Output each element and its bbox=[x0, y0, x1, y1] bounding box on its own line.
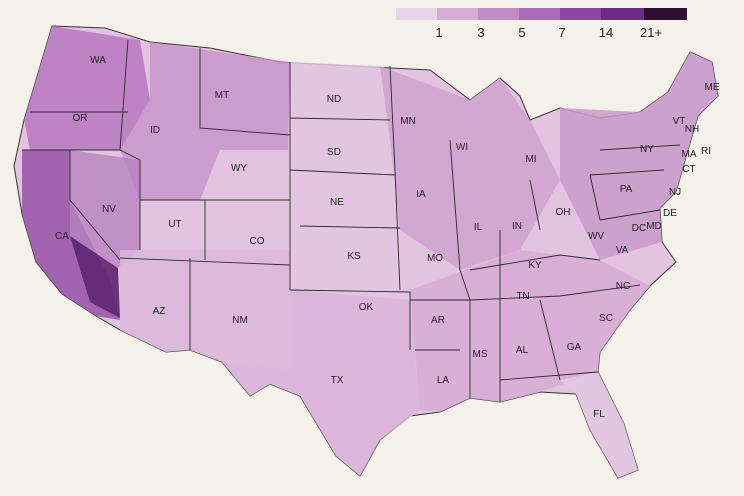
border-line bbox=[289, 289, 411, 350]
state-label: UT bbox=[168, 219, 181, 230]
legend-swatch bbox=[519, 8, 560, 20]
state-label: MT bbox=[215, 90, 229, 101]
state-label: MN bbox=[400, 116, 416, 127]
state-label: PA bbox=[620, 184, 633, 195]
state-label: NJ bbox=[669, 187, 681, 198]
state-label: IN bbox=[512, 221, 522, 232]
state-label: VA bbox=[616, 245, 629, 256]
state-label: NM bbox=[232, 315, 248, 326]
state-label: NH bbox=[685, 124, 699, 135]
state-label: CT bbox=[682, 164, 695, 175]
state-label: MO bbox=[427, 253, 443, 264]
border-line bbox=[69, 150, 121, 261]
legend-swatch bbox=[478, 8, 519, 20]
state-label: KS bbox=[347, 251, 361, 262]
state-label: MA bbox=[682, 149, 697, 160]
border-line bbox=[589, 169, 665, 176]
state-label: NE bbox=[330, 197, 344, 208]
florida-region bbox=[560, 372, 638, 478]
state-label: IL bbox=[474, 222, 483, 233]
state-label: WA bbox=[90, 55, 106, 66]
legend-tick-label: 5 bbox=[518, 25, 525, 40]
state-label: NC bbox=[616, 281, 630, 292]
state-label: GA bbox=[567, 342, 582, 353]
legend-tick-label: 14 bbox=[599, 25, 613, 40]
county-shading bbox=[22, 26, 718, 478]
border-line bbox=[449, 139, 471, 301]
border-line bbox=[539, 299, 561, 381]
border-line bbox=[119, 39, 141, 250]
state-label: OH bbox=[556, 207, 571, 218]
legend-tick-label: 3 bbox=[477, 25, 484, 40]
border-line bbox=[499, 371, 599, 381]
state-label: NY bbox=[640, 144, 654, 155]
state-label: MD bbox=[646, 221, 662, 232]
texas-region bbox=[222, 290, 420, 476]
nevada-region bbox=[70, 150, 140, 268]
state-label: DC bbox=[632, 223, 646, 234]
state-label: FL bbox=[593, 409, 605, 420]
legend-tick-label: 7 bbox=[558, 25, 565, 40]
southwest-region bbox=[120, 250, 290, 370]
southern-california-region bbox=[70, 236, 120, 318]
great-plains-region bbox=[290, 62, 400, 290]
state-label: WY bbox=[231, 163, 247, 174]
state-label: ID bbox=[150, 125, 160, 136]
border-line bbox=[299, 225, 401, 229]
border-line bbox=[289, 117, 391, 121]
border-line bbox=[119, 257, 291, 266]
border-line bbox=[529, 179, 541, 231]
midwest-region bbox=[380, 66, 560, 270]
state-label: SD bbox=[327, 147, 341, 158]
state-label: MS bbox=[473, 349, 488, 360]
legend: 1 3 5 7 14 21+ bbox=[396, 8, 687, 40]
state-label: IA bbox=[416, 189, 426, 200]
state-label: DE bbox=[663, 208, 677, 219]
state-label: NV bbox=[102, 204, 116, 215]
state-label: KY bbox=[528, 260, 542, 271]
northeast-region bbox=[560, 52, 718, 260]
legend-swatch bbox=[437, 8, 478, 20]
border-line bbox=[389, 65, 401, 291]
legend-swatch bbox=[560, 8, 601, 20]
state-label: AR bbox=[431, 315, 445, 326]
border-line bbox=[589, 174, 601, 221]
state-label: SC bbox=[599, 313, 613, 324]
border-line bbox=[289, 169, 396, 176]
state-label: RI bbox=[701, 146, 711, 157]
legend-swatch bbox=[601, 8, 644, 20]
state-labels: WA OR CA ID NV MT WY UT AZ CO NM ND SD N… bbox=[55, 55, 720, 420]
state-label: WV bbox=[588, 231, 604, 242]
state-label: WI bbox=[456, 142, 468, 153]
legend-tick-label: 21+ bbox=[640, 25, 662, 40]
pacific-northwest-region bbox=[24, 26, 150, 150]
legend-swatch bbox=[644, 8, 687, 20]
state-label: MI bbox=[525, 154, 536, 165]
state-label: OR bbox=[73, 113, 88, 124]
state-label: ND bbox=[327, 94, 341, 105]
state-label: TN bbox=[516, 291, 529, 302]
state-label: OK bbox=[359, 302, 374, 313]
border-line bbox=[469, 254, 601, 271]
border-line bbox=[599, 209, 661, 221]
state-label: AZ bbox=[153, 306, 166, 317]
border-line bbox=[469, 284, 641, 301]
state-label: AL bbox=[516, 345, 529, 356]
state-label: CO bbox=[250, 236, 265, 247]
state-label: ME bbox=[705, 82, 720, 93]
mountain-west-region bbox=[120, 42, 290, 200]
legend-tick-label: 1 bbox=[435, 25, 442, 40]
border-line bbox=[199, 48, 291, 136]
state-borders bbox=[22, 39, 681, 402]
state-label: VT bbox=[673, 116, 686, 127]
state-label: CA bbox=[55, 231, 69, 242]
state-label: LA bbox=[437, 375, 450, 386]
legend-swatch bbox=[396, 8, 437, 20]
state-label: TX bbox=[331, 375, 344, 386]
border-line bbox=[599, 144, 681, 151]
